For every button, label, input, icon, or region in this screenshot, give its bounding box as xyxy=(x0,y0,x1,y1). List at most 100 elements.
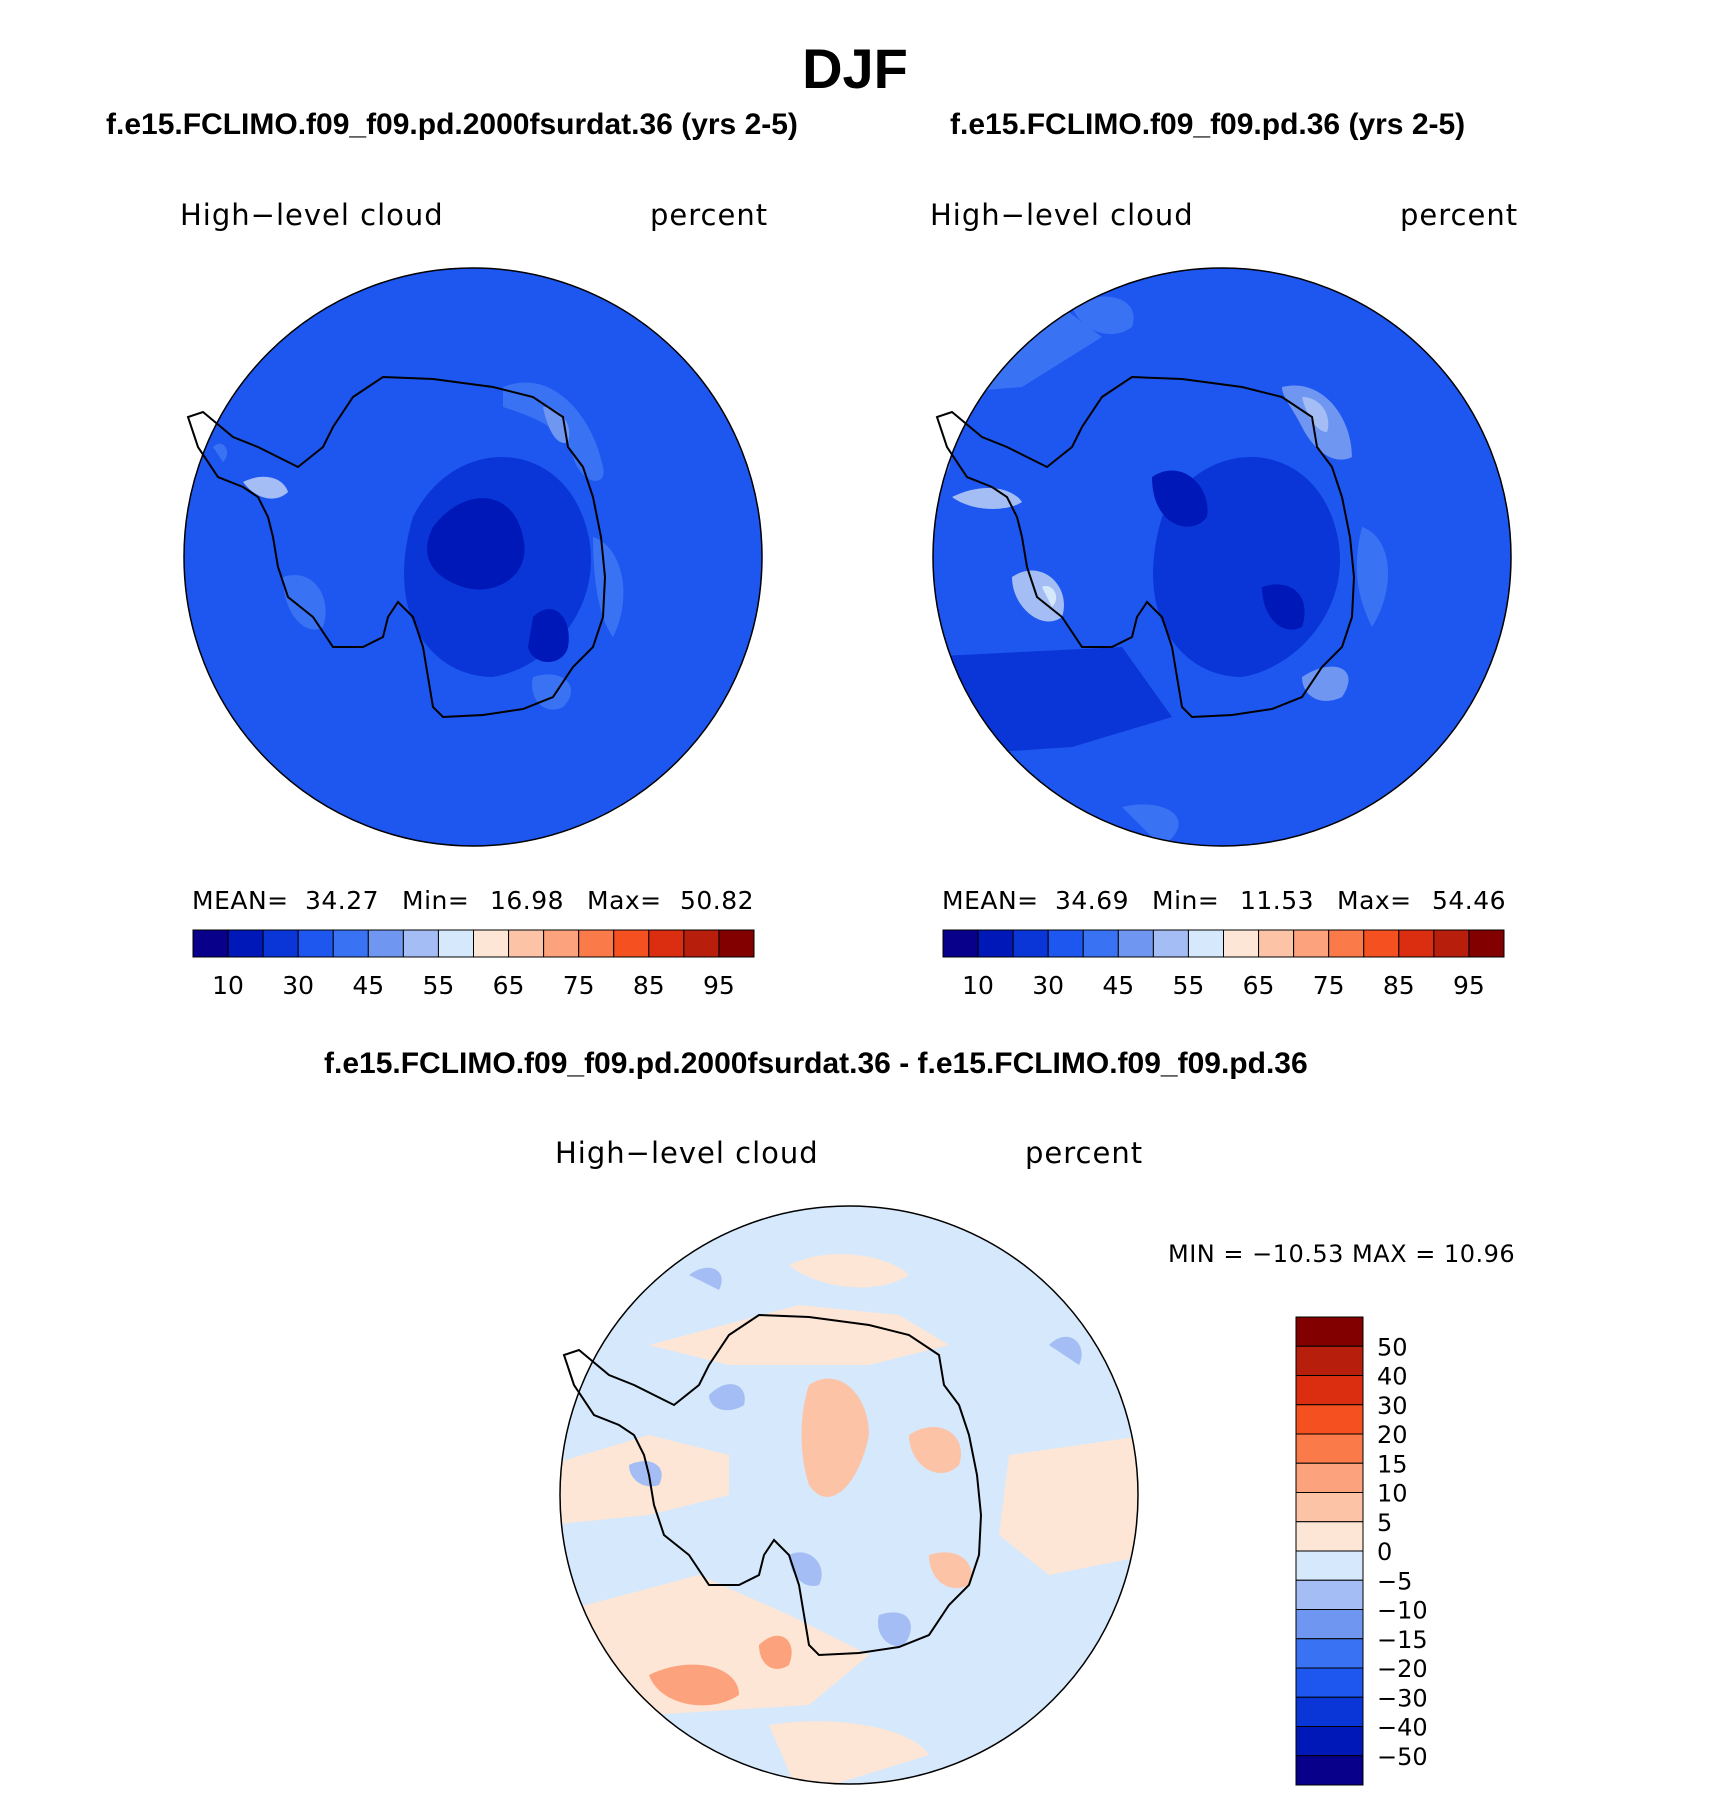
diff-colorbar-tick-label: −30 xyxy=(1377,1684,1428,1712)
panel1-colorbar-swatch xyxy=(402,929,439,958)
panel2-colorbar-swatch xyxy=(1398,929,1435,958)
panel1-colorbar-swatch xyxy=(613,929,650,958)
panel1-mean-value: 34.27 xyxy=(305,886,380,915)
panel2-colorbar-swatch xyxy=(1012,929,1049,958)
diff-colorbar-tick-label: 40 xyxy=(1377,1363,1408,1391)
diff-colorbar-swatch xyxy=(1295,1316,1364,1347)
diff-colorbar-tick-label: −20 xyxy=(1377,1655,1428,1683)
panel2-colorbar-tick-label: 30 xyxy=(1032,971,1064,1000)
panel2-colorbar-swatch xyxy=(1293,929,1330,958)
panel2-map xyxy=(932,267,1512,847)
panel2-case-title: f.e15.FCLIMO.f09_f09.pd.36 (yrs 2-5) xyxy=(950,108,1466,141)
panel2-colorbar-swatch xyxy=(1187,929,1224,958)
panel2-colorbar-swatch xyxy=(977,929,1014,958)
panel1-max-value: 50.82 xyxy=(680,886,755,915)
panel1-colorbar-swatch xyxy=(648,929,685,958)
diff-colorbar-tick-label: −10 xyxy=(1377,1597,1428,1625)
panel2-mean-label: MEAN= xyxy=(942,886,1039,915)
diff-colorbar-swatch xyxy=(1295,1375,1364,1406)
panel2-colorbar-tick-label: 10 xyxy=(962,971,994,1000)
diff-colorbar-tick-label: 30 xyxy=(1377,1392,1408,1420)
panel2-max-value: 54.46 xyxy=(1432,886,1507,915)
panel1-mean-label: MEAN= xyxy=(192,886,289,915)
diff-title: f.e15.FCLIMO.f09_f09.pd.2000fsurdat.36 -… xyxy=(324,1047,1308,1080)
panel2-units-label: percent xyxy=(1400,198,1519,232)
diff-colorbar-tick-label: 10 xyxy=(1377,1480,1408,1508)
panel1-colorbar-tick-label: 45 xyxy=(352,971,384,1000)
diff-colorbar-swatch xyxy=(1295,1433,1364,1464)
diff-colorbar-tick-label: −15 xyxy=(1377,1626,1428,1654)
diff-negative-region xyxy=(709,1384,745,1411)
panel1-colorbar-swatch xyxy=(508,929,545,958)
panel2-min-label: Min= xyxy=(1152,886,1220,915)
diff-colorbar-tick-label: 20 xyxy=(1377,1421,1408,1449)
diff-colorbar-swatch xyxy=(1295,1609,1364,1640)
panel2-colorbar-tick-label: 65 xyxy=(1243,971,1275,1000)
diff-colorbar-swatch xyxy=(1295,1345,1364,1376)
panel1-units-label: percent xyxy=(650,198,769,232)
diff-range-text: MIN = −10.53 MAX = 10.96 xyxy=(1168,1240,1516,1268)
diff-colorbar-swatch xyxy=(1295,1492,1364,1523)
diff-colorbar-swatch xyxy=(1295,1726,1364,1757)
diff-map xyxy=(559,1205,1139,1785)
panel2-colorbar-swatch xyxy=(1223,929,1260,958)
panel1-colorbar-swatch xyxy=(297,929,334,958)
panel2-colorbar-tick-label: 75 xyxy=(1313,971,1345,1000)
panel1-min-label: Min= xyxy=(402,886,470,915)
panel1-colorbar-swatch xyxy=(578,929,615,958)
panel1-colorbar-swatch xyxy=(683,929,720,958)
diff-colorbar-swatch xyxy=(1295,1462,1364,1493)
diff-colorbar-tick-label: 15 xyxy=(1377,1450,1408,1478)
panel1-colorbar-tick-label: 30 xyxy=(282,971,314,1000)
diff-colorbar-swatch xyxy=(1295,1579,1364,1610)
panel2-min-value: 11.53 xyxy=(1240,886,1315,915)
panel1-colorbar-tick-label: 85 xyxy=(633,971,665,1000)
panel2-colorbar-swatch xyxy=(1117,929,1154,958)
diff-colorbar-tick-label: −40 xyxy=(1377,1714,1428,1742)
panel1-colorbar: 10 30 45 55 65 75 85 95 xyxy=(192,929,755,1000)
panel1-colorbar-swatch xyxy=(718,929,755,958)
panel2-colorbar-swatch xyxy=(1082,929,1119,958)
panel1-colorbar-swatch xyxy=(262,929,299,958)
panel2-colorbar-swatch xyxy=(1468,929,1505,958)
diff-colorbar-swatch xyxy=(1295,1550,1364,1581)
panel2-colorbar-tick-label: 95 xyxy=(1453,971,1485,1000)
main-title: DJF xyxy=(802,37,908,100)
diff-colorbar-tick-label: 50 xyxy=(1377,1333,1408,1361)
panel2-colorbar-tick-label: 55 xyxy=(1173,971,1205,1000)
panel1-colorbar-swatch xyxy=(437,929,474,958)
panel2-variable-label: High−level cloud xyxy=(930,198,1194,232)
panel1-case-title: f.e15.FCLIMO.f09_f09.pd.2000fsurdat.36 (… xyxy=(106,108,798,141)
panel2-mean-value: 34.69 xyxy=(1055,886,1130,915)
diff-variable-label: High−level cloud xyxy=(555,1136,819,1170)
diff-colorbar-swatch xyxy=(1295,1755,1364,1786)
panel2-colorbar-swatch xyxy=(1328,929,1365,958)
panel1-colorbar-swatch xyxy=(227,929,264,958)
diff-colorbar-swatch xyxy=(1295,1638,1364,1669)
diff-units-label: percent xyxy=(1025,1136,1144,1170)
diff-colorbar-swatch xyxy=(1295,1696,1364,1727)
panel1-colorbar-tick-label: 95 xyxy=(703,971,735,1000)
panel1-colorbar-swatch xyxy=(473,929,510,958)
panel2-max-label: Max= xyxy=(1337,886,1412,915)
panel2-colorbar-tick-label: 45 xyxy=(1102,971,1134,1000)
panel1-colorbar-tick-label: 55 xyxy=(423,971,455,1000)
panel1-map xyxy=(183,267,763,847)
diff-colorbar-swatch xyxy=(1295,1521,1364,1552)
panel1-high-cloud-region xyxy=(503,382,604,481)
diff-colorbar-tick-label: 5 xyxy=(1377,1509,1392,1537)
panel1-colorbar-swatch xyxy=(543,929,580,958)
diff-colorbar-swatch xyxy=(1295,1404,1364,1435)
panel2-colorbar-swatch xyxy=(1363,929,1400,958)
panel1-colorbar-swatch xyxy=(332,929,369,958)
panel2-colorbar-tick-label: 85 xyxy=(1383,971,1415,1000)
panel1-colorbar-tick-label: 75 xyxy=(563,971,595,1000)
panel2-colorbar-swatch xyxy=(1152,929,1189,958)
panel1-max-label: Max= xyxy=(587,886,662,915)
diff-colorbar-tick-label: −5 xyxy=(1377,1567,1412,1595)
panel2-colorbar-swatch xyxy=(1433,929,1470,958)
panel1-colorbar-tick-label: 10 xyxy=(212,971,244,1000)
panel1-variable-label: High−level cloud xyxy=(180,198,444,232)
